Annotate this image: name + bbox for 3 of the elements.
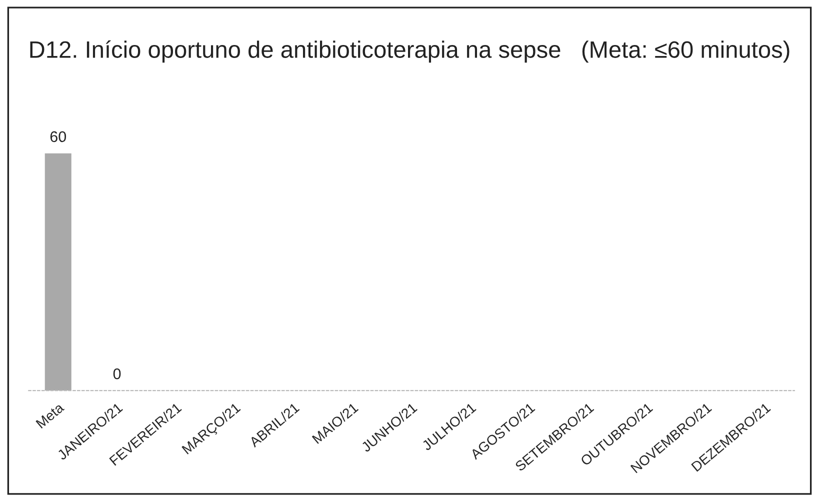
- data-label: 60: [50, 131, 66, 142]
- chart-title: D12. Início oportuno de antibioticoterapia na sepse (Meta: ≤60 minutos): [30, 40, 790, 63]
- data-label: 0: [113, 368, 121, 380]
